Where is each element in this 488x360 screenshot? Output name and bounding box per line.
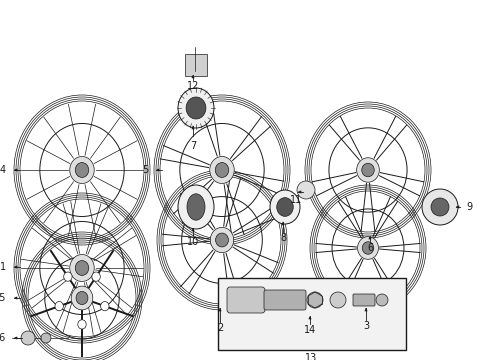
Ellipse shape xyxy=(276,198,293,216)
Ellipse shape xyxy=(78,320,86,329)
FancyBboxPatch shape xyxy=(218,278,405,350)
Text: 4: 4 xyxy=(0,165,6,175)
Ellipse shape xyxy=(41,333,51,343)
Ellipse shape xyxy=(269,190,299,224)
Ellipse shape xyxy=(215,163,228,177)
Ellipse shape xyxy=(70,255,94,282)
Ellipse shape xyxy=(76,292,88,305)
Ellipse shape xyxy=(362,242,373,254)
Ellipse shape xyxy=(306,292,323,308)
Ellipse shape xyxy=(101,302,109,311)
Ellipse shape xyxy=(215,233,228,247)
Text: 15: 15 xyxy=(0,293,6,303)
Ellipse shape xyxy=(356,158,379,182)
Ellipse shape xyxy=(186,97,205,119)
Text: 5: 5 xyxy=(142,165,148,175)
Ellipse shape xyxy=(75,261,88,275)
Ellipse shape xyxy=(329,292,346,308)
FancyBboxPatch shape xyxy=(264,290,305,310)
FancyBboxPatch shape xyxy=(185,54,206,76)
Ellipse shape xyxy=(430,198,448,216)
Text: 7: 7 xyxy=(189,141,196,151)
Ellipse shape xyxy=(55,302,63,311)
Ellipse shape xyxy=(357,237,378,259)
Ellipse shape xyxy=(375,294,387,306)
Text: 11: 11 xyxy=(289,195,302,205)
Text: 14: 14 xyxy=(303,325,315,335)
Text: 8: 8 xyxy=(279,233,285,243)
Text: 12: 12 xyxy=(186,81,199,91)
Text: 10: 10 xyxy=(186,237,199,247)
Ellipse shape xyxy=(361,163,373,177)
Ellipse shape xyxy=(70,157,94,184)
FancyBboxPatch shape xyxy=(226,287,264,313)
Ellipse shape xyxy=(21,331,35,345)
Ellipse shape xyxy=(209,157,234,184)
Text: 3: 3 xyxy=(362,321,368,331)
Ellipse shape xyxy=(210,228,233,253)
FancyBboxPatch shape xyxy=(352,294,374,306)
Ellipse shape xyxy=(63,272,72,281)
Text: 1: 1 xyxy=(0,262,6,272)
Text: 16: 16 xyxy=(0,333,6,343)
Text: 9: 9 xyxy=(465,202,471,212)
Ellipse shape xyxy=(178,185,214,229)
Ellipse shape xyxy=(92,272,100,281)
Text: 6: 6 xyxy=(366,243,372,253)
Ellipse shape xyxy=(186,194,204,220)
Ellipse shape xyxy=(71,286,93,310)
Ellipse shape xyxy=(178,88,214,128)
Text: 13: 13 xyxy=(304,353,317,360)
Ellipse shape xyxy=(75,163,88,177)
Ellipse shape xyxy=(421,189,457,225)
Text: 2: 2 xyxy=(217,323,223,333)
Ellipse shape xyxy=(296,181,314,199)
